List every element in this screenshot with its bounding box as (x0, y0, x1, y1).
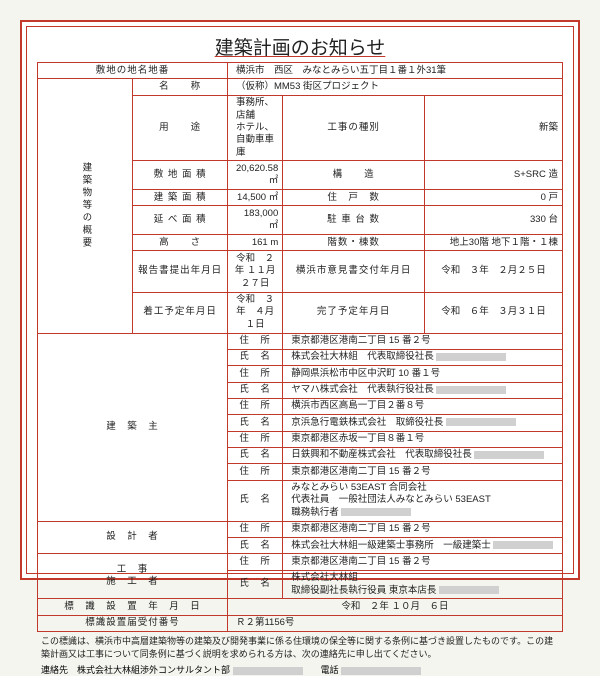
use-value: 事務所、店舗 ホテル、自動車車庫 (227, 95, 282, 161)
height-label: 高 さ (133, 235, 228, 251)
name-label: 名 称 (133, 79, 228, 95)
worktype-value: 新築 (424, 95, 562, 161)
sign-date-value: 令和 ２年 １０月 ６日 (227, 599, 562, 615)
tel-label: 電話 (321, 665, 339, 675)
sitearea-label: 敷 地 面 積 (133, 161, 228, 190)
complete-value: 令和 ６年 ３月３１日 (424, 292, 562, 333)
site-address-value: 横浜市 西区 みなとみらい五丁目１番１外31筆 (227, 63, 562, 79)
report-label: 報告書提出年月日 (133, 251, 228, 292)
start-label: 着工予定年月日 (133, 292, 228, 333)
opinion-value: 令和 ３年 ２月２５日 (424, 251, 562, 292)
parking-value: 330 台 (424, 206, 562, 235)
structure-label: 構 造 (283, 161, 425, 190)
worktype-label: 工事の種別 (283, 95, 425, 161)
owner-row-value: 東京都港区港南二丁目 15 番２号 (283, 333, 563, 349)
designer-name-label: 氏 名 (227, 538, 282, 554)
footer-text: この標識は、横浜市中高層建築物等の建築及び開発事業に係る住環境の保全等に関する条… (37, 635, 563, 660)
title: 建築計画のお知らせ (37, 33, 563, 60)
floors-value: 地上30階 地下１階・１棟 (424, 235, 562, 251)
bldgarea-label: 建 築 面 積 (133, 190, 228, 206)
designer-addr-value: 東京都港区港南二丁目 15 番２号 (283, 521, 563, 537)
builder-name-label: 氏 名 (227, 570, 282, 599)
owner-row-label: 住 所 (227, 333, 282, 349)
units-label: 住 戸 数 (283, 190, 425, 206)
sign-number-label: 標識設置届受付番号 (38, 615, 228, 631)
structure-value: S+SRC 造 (424, 161, 562, 190)
owner-row-label: 住 所 (227, 464, 282, 480)
designer-addr-label: 住 所 (227, 521, 282, 537)
builder-addr-label: 住 所 (227, 554, 282, 570)
sitearea-value: 20,620.58 ㎡ (227, 161, 282, 190)
owner-row-value: ヤマハ株式会社 代表執行役社長 (283, 382, 563, 398)
sign-date-label: 標 識 設 置 年 月 日 (38, 599, 228, 615)
floorarea-label: 延 べ 面 積 (133, 206, 228, 235)
tel-redacted (341, 667, 421, 675)
owner-row-value: 京浜急行電鉄株式会社 取締役社長 (283, 415, 563, 431)
builder-addr-value: 東京都港区港南二丁目 15 番２号 (283, 554, 563, 570)
owner-row-label: 住 所 (227, 431, 282, 447)
owner-row-label: 氏 名 (227, 349, 282, 365)
height-value: 161 m (227, 235, 282, 251)
notice-board: 建築計画のお知らせ 敷地の地名地番 横浜市 西区 みなとみらい五丁目１番１外31… (20, 20, 580, 580)
complete-label: 完了予定年月日 (283, 292, 425, 333)
designer-header: 設 計 者 (38, 521, 228, 554)
owner-row-label: 氏 名 (227, 480, 282, 521)
opinion-label: 横浜市意見書交付年月日 (283, 251, 425, 292)
site-address-label: 敷地の地名地番 (38, 63, 228, 79)
start-value: 令和 ３年 ４月 １日 (227, 292, 282, 333)
builder-header: 工 事 施 工 者 (38, 554, 228, 599)
notice-table: 敷地の地名地番 横浜市 西区 みなとみらい五丁目１番１外31筆 建築物等の概要 … (37, 62, 563, 632)
floors-label: 階数・棟数 (283, 235, 425, 251)
owner-row-value: 東京都港区港南二丁目 15 番２号 (283, 464, 563, 480)
owner-row-value: 東京都港区赤坂一丁目８番１号 (283, 431, 563, 447)
owner-row-label: 住 所 (227, 398, 282, 414)
owner-row-label: 氏 名 (227, 447, 282, 463)
designer-name-value: 株式会社大林組一級建築士事務所 一級建築士 (283, 538, 563, 554)
contact-label: 連絡先 (41, 665, 68, 675)
floorarea-value: 183,000 ㎡ (227, 206, 282, 235)
bldgarea-value: 14,500 ㎡ (227, 190, 282, 206)
notice-inner: 建築計画のお知らせ 敷地の地名地番 横浜市 西区 みなとみらい五丁目１番１外31… (26, 26, 574, 574)
sign-number-value: Ｒ２第1156号 (227, 615, 562, 631)
owner-row-label: 氏 名 (227, 415, 282, 431)
owner-row-value: 静岡県浜松市中区中沢町 10 番１号 (283, 366, 563, 382)
contact-name-redacted (233, 667, 303, 675)
contact-org: 株式会社大林組渉外コンサルタント部 (77, 665, 230, 675)
use-label: 用 途 (133, 95, 228, 161)
owner-row-label: 氏 名 (227, 382, 282, 398)
owner-row-label: 住 所 (227, 366, 282, 382)
units-value: 0 戸 (424, 190, 562, 206)
owner-row-value: 株式会社大林組 代表取締役社長 (283, 349, 563, 365)
owner-row-value: 横浜市西区高島一丁目２番８号 (283, 398, 563, 414)
owner-row-value: 日鉄興和不動産株式会社 代表取締役社長 (283, 447, 563, 463)
owner-header: 建 築 主 (38, 333, 228, 521)
builder-name-value: 株式会社大林組 取締役副社長執行役員 東京本店長 (283, 570, 563, 599)
report-value: 令和 ２年 １１月２７日 (227, 251, 282, 292)
owner-row-value: みなとみらい 53EAST 合同会社 代表社員 一般社団法人みなとみらい 53E… (283, 480, 563, 521)
overview-header: 建築物等の概要 (38, 79, 133, 333)
contact-line: 連絡先 株式会社大林組渉外コンサルタント部 電話 (37, 663, 563, 676)
parking-label: 駐 車 台 数 (283, 206, 425, 235)
name-value: （仮称）MM53 街区プロジェクト (227, 79, 562, 95)
